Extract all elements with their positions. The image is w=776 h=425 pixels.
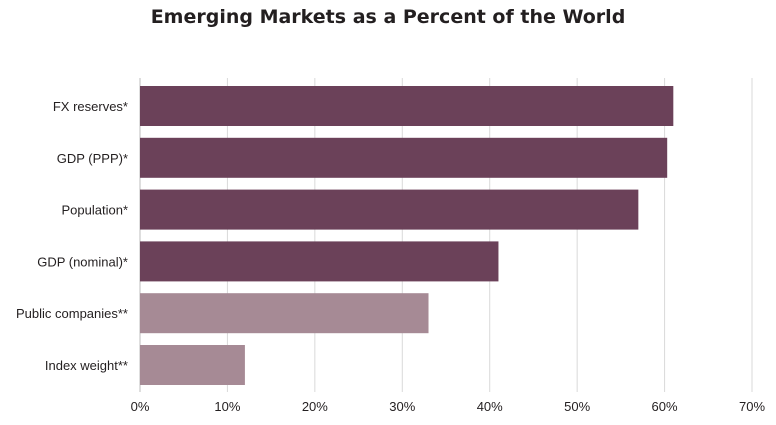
bars bbox=[140, 86, 674, 385]
category-label: FX reserves* bbox=[53, 99, 128, 114]
category-label: Public companies** bbox=[16, 306, 128, 321]
x-tick-labels: 0% 10% 20% 30% 40% 50% 60% 70% bbox=[131, 399, 766, 414]
bar bbox=[140, 189, 639, 230]
category-label: Index weight** bbox=[45, 358, 128, 373]
x-tick-label: 30% bbox=[389, 399, 415, 414]
category-label: GDP (nominal)* bbox=[37, 254, 128, 269]
category-labels: FX reserves* GDP (PPP)* Population* GDP (no… bbox=[16, 99, 128, 373]
category-label: GDP (PPP)* bbox=[57, 151, 128, 166]
x-tick-label: 50% bbox=[564, 399, 590, 414]
bar bbox=[140, 86, 674, 126]
bar bbox=[140, 293, 429, 334]
x-tick-label: 40% bbox=[477, 399, 503, 414]
bar bbox=[140, 345, 245, 385]
category-label: Population* bbox=[62, 203, 129, 218]
chart-title: Emerging Markets as a Percent of the Wor… bbox=[150, 6, 626, 28]
bar bbox=[140, 137, 668, 178]
grid-lines bbox=[139, 78, 753, 392]
x-tick-label: 20% bbox=[302, 399, 328, 414]
x-tick-label: 70% bbox=[739, 399, 765, 414]
bar bbox=[140, 241, 499, 282]
x-tick-label: 0% bbox=[131, 399, 150, 414]
x-tick-label: 10% bbox=[214, 399, 240, 414]
x-tick-label: 60% bbox=[652, 399, 678, 414]
